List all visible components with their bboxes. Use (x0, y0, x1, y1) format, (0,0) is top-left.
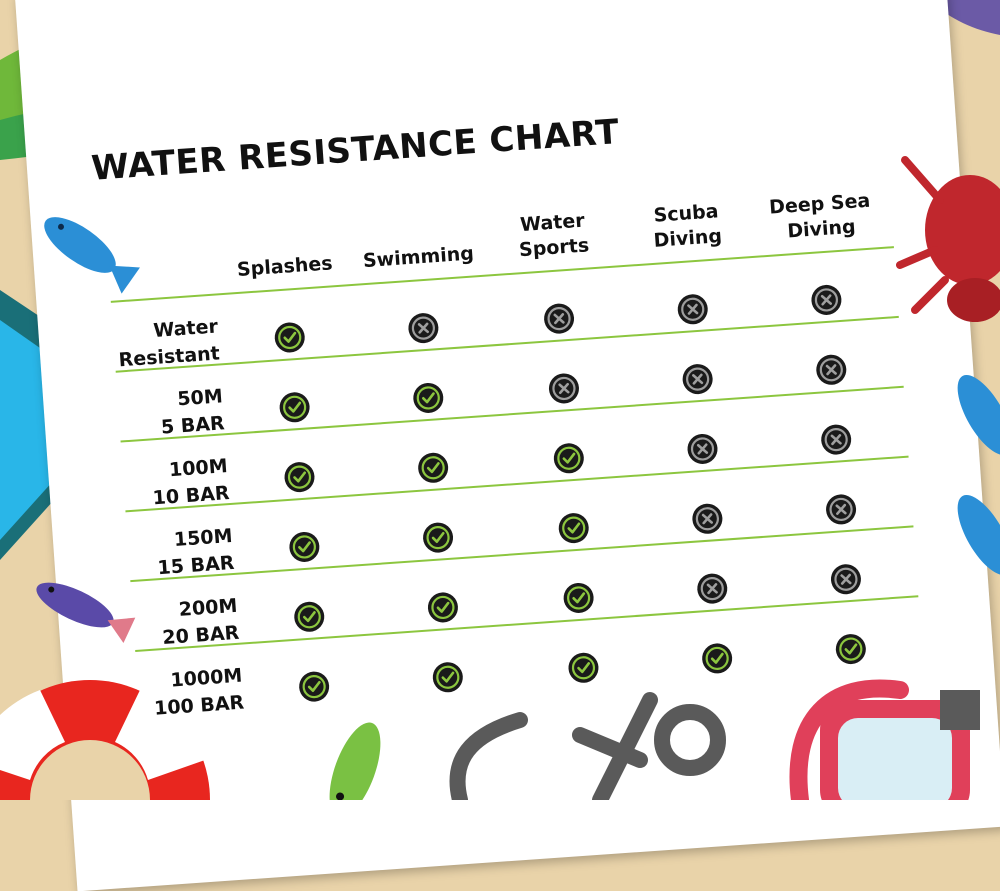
cross-icon (544, 303, 575, 334)
row-header-line: 50M (177, 385, 224, 410)
row-headers: WaterResistant 50M5 BAR 100M10 BAR 150M15 B… (116, 315, 246, 720)
row-header-line: 100M (168, 455, 228, 481)
fish-icon (329, 722, 381, 800)
column-header-line: Splashes (236, 252, 333, 281)
row-header: 150M15 BAR (155, 525, 235, 579)
cross-icon (692, 503, 723, 534)
row-divider (125, 455, 909, 513)
column-header: Deep SeaDiving (769, 190, 873, 244)
check-icon (835, 634, 866, 665)
column-header-line: Deep Sea (769, 190, 871, 219)
column-header-line: Scuba (653, 200, 719, 226)
anchor-icon (449, 692, 726, 800)
cross-icon (830, 564, 861, 595)
row-divider (130, 525, 914, 583)
column-header-line: Diving (787, 216, 857, 243)
check-icon (423, 522, 454, 553)
row-dividers (110, 246, 919, 653)
row-header: 100M10 BAR (150, 455, 230, 509)
row-header: 1000M100 BAR (152, 665, 246, 720)
column-header: Swimming (362, 242, 474, 272)
check-icon (289, 531, 320, 562)
column-headers: Splashes SwimmingWaterSportsScubaDivingDe… (236, 190, 873, 281)
check-icon (563, 582, 594, 613)
cross-icon (548, 373, 579, 404)
check-icon (558, 513, 589, 544)
cross-icon (682, 364, 713, 395)
row-header-line: 100 BAR (153, 692, 245, 720)
check-icon (284, 462, 315, 493)
fish-icon (36, 582, 136, 644)
row-header: WaterResistant (116, 315, 221, 371)
cross-icon (687, 433, 718, 464)
snorkel-mask-icon (789, 679, 980, 800)
column-header-line: Diving (653, 225, 723, 252)
row-header-line: Water (153, 315, 219, 341)
row-header-line: 200M (178, 595, 238, 621)
cross-icon (811, 284, 842, 315)
foreground-decorations (0, 156, 1000, 800)
check-icon (413, 382, 444, 413)
chart-title: WATER RESISTANCE CHART (90, 112, 621, 189)
row-header-line: 1000M (170, 665, 243, 692)
check-icon (553, 443, 584, 474)
cross-icon (816, 354, 847, 385)
check-icon (279, 392, 310, 423)
cross-icon (697, 573, 728, 604)
water-resistance-chart: WATER RESISTANCE CHART Splashes Swimming W… (90, 112, 919, 720)
cross-icon (408, 313, 439, 344)
fish-icon (957, 375, 1000, 455)
row-header: 200M20 BAR (160, 595, 240, 649)
crab-icon (896, 156, 1000, 322)
row-divider (110, 246, 894, 303)
check-icon (299, 671, 330, 702)
row-header-line: 150M (173, 525, 233, 551)
check-icon (418, 452, 449, 483)
check-icon (568, 652, 599, 683)
column-header: Splashes (236, 252, 333, 281)
column-header: ScubaDiving (651, 200, 722, 252)
column-header-line: Water (519, 210, 585, 236)
row-divider (120, 385, 904, 443)
cross-icon (826, 494, 857, 525)
life-ring-icon (0, 680, 210, 800)
fish-icon (44, 217, 140, 294)
row-divider (115, 315, 899, 373)
cross-icon (821, 424, 852, 455)
column-header: WaterSports (517, 209, 590, 261)
fish-icon (957, 495, 1000, 575)
check-icon (432, 662, 463, 693)
column-header-line: Swimming (362, 242, 474, 272)
check-icon (702, 643, 733, 674)
row-divider (135, 595, 919, 653)
chart-cells (274, 284, 866, 702)
check-icon (427, 592, 458, 623)
column-header-line: Sports (518, 234, 589, 261)
row-header: 50M5 BAR (158, 385, 225, 438)
cross-icon (677, 294, 708, 325)
check-icon (274, 322, 305, 353)
check-icon (294, 601, 325, 632)
